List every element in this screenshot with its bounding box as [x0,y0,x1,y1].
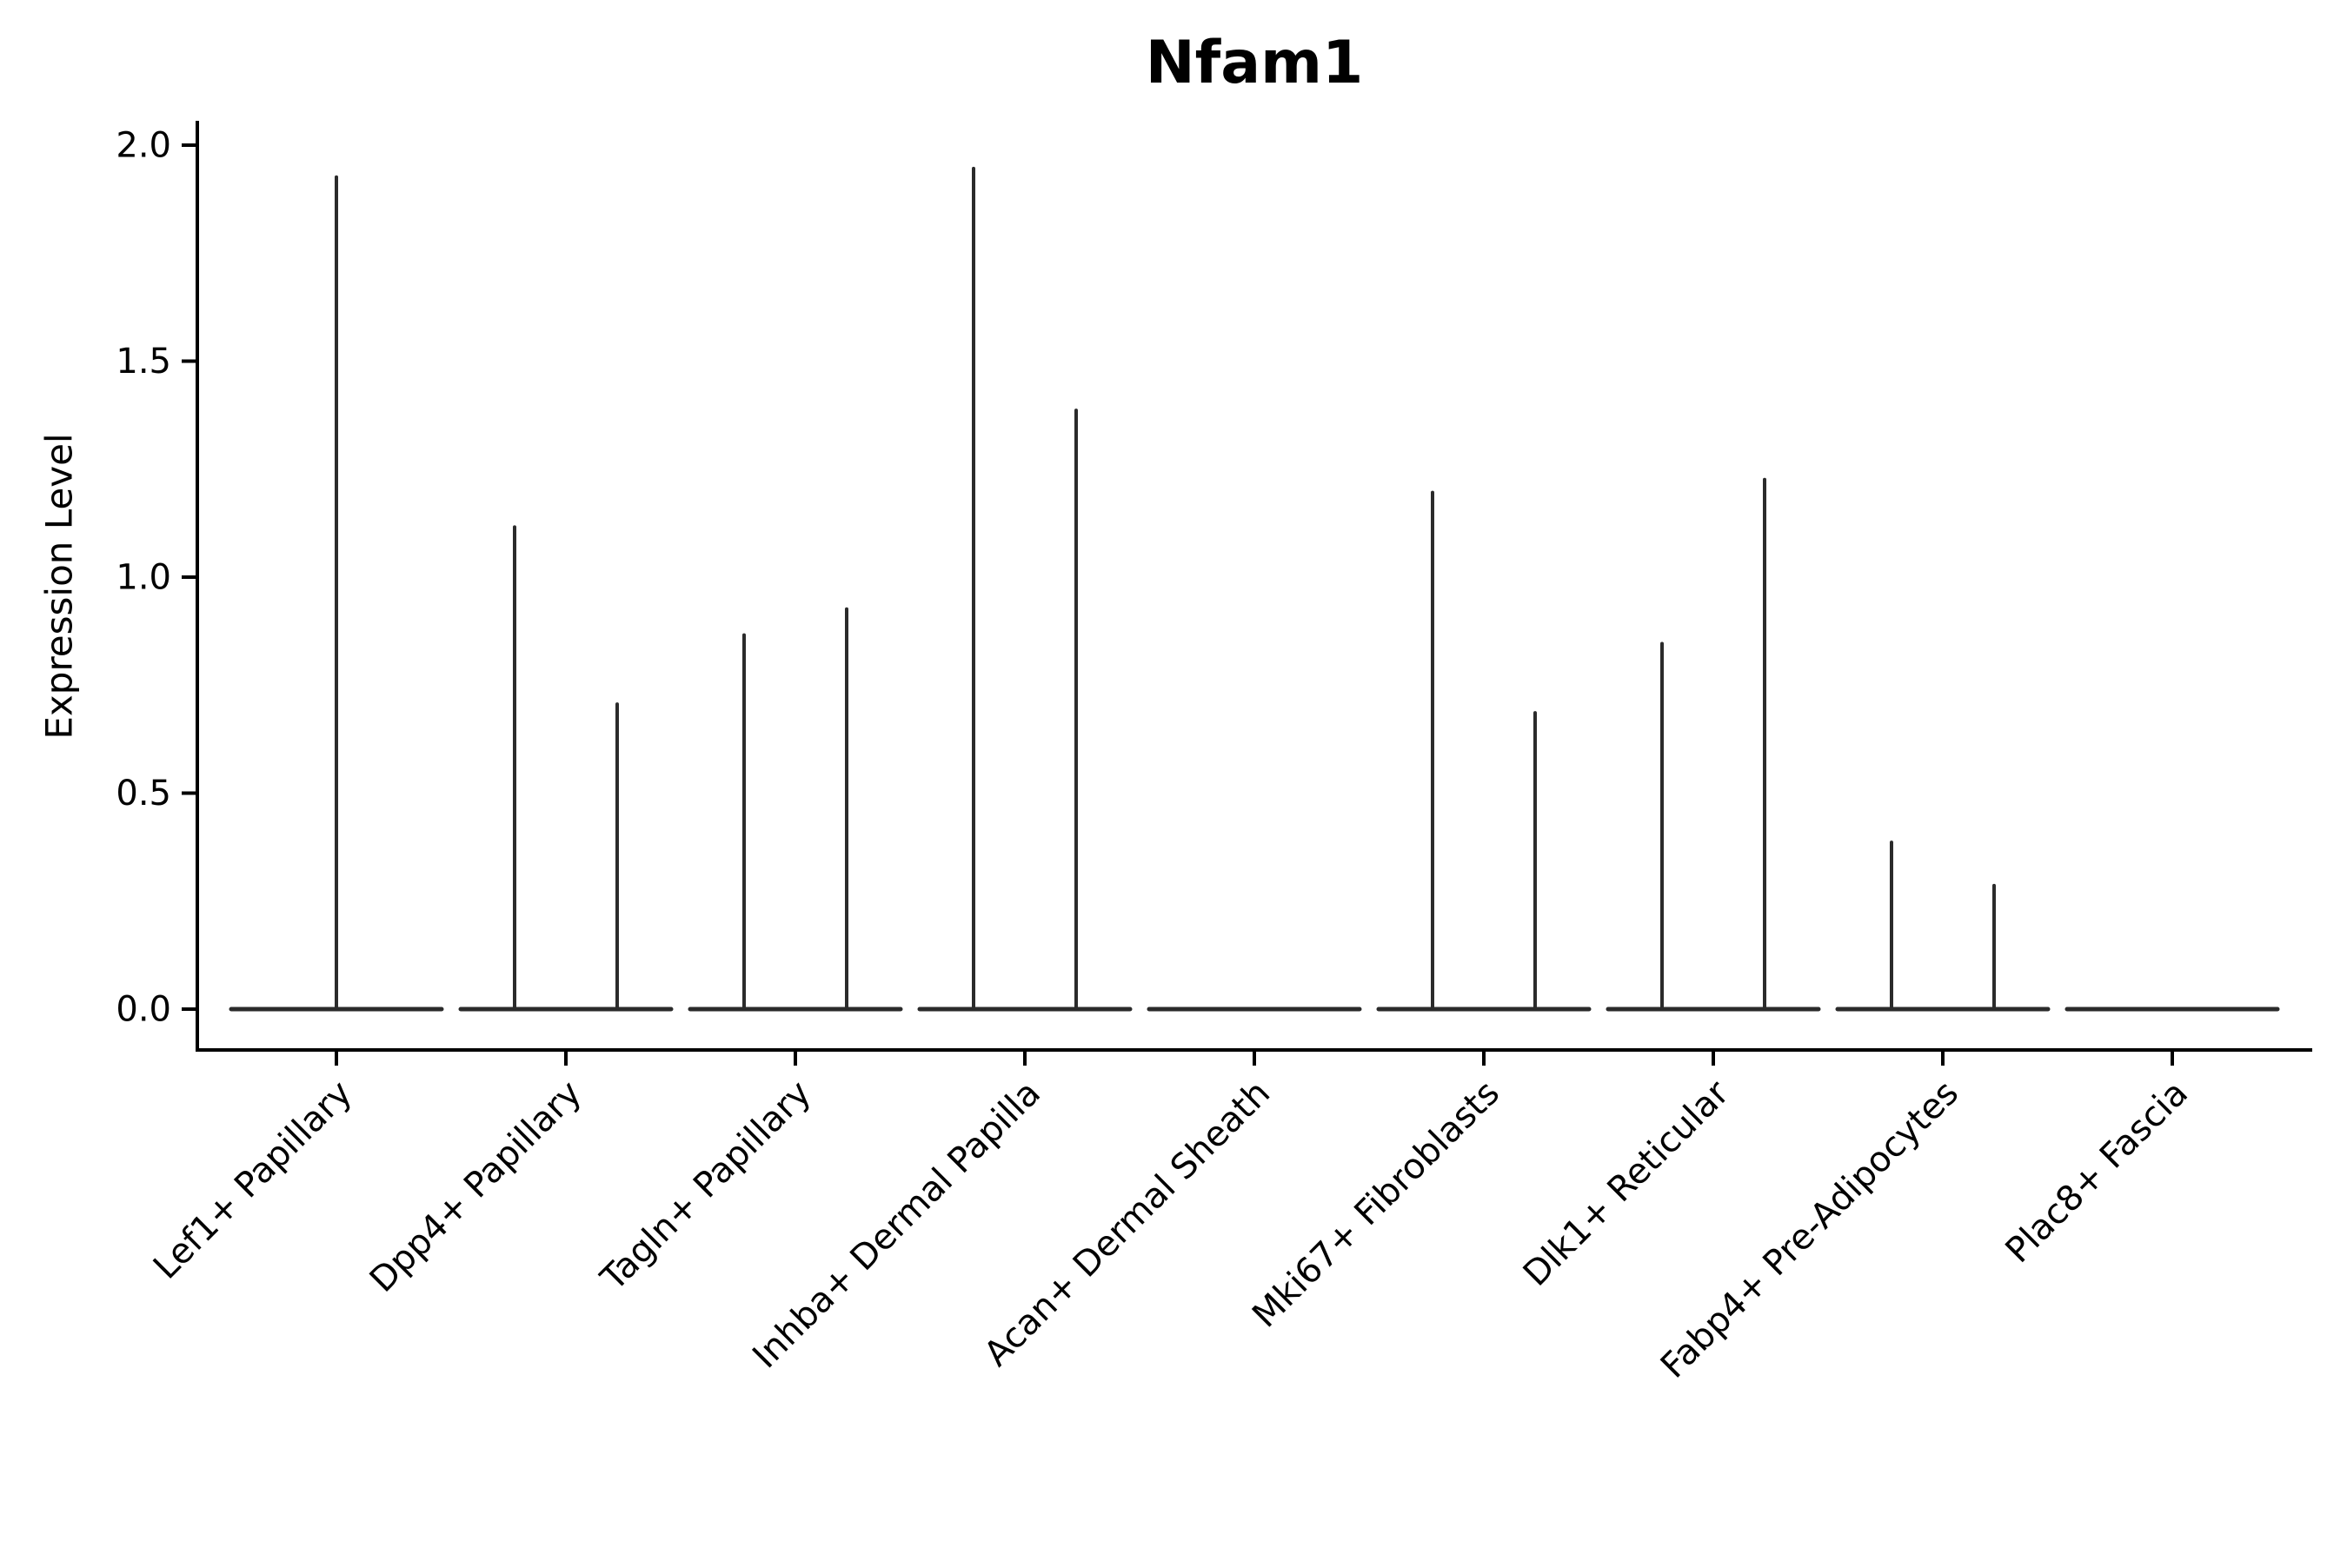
x-tick-label: Lef1+ Papillary [146,1073,360,1287]
y-axis-label-container: Expression Level [33,0,85,1172]
chart-title: Nfam1 [1145,29,1364,97]
y-tick-label: 1.5 [116,342,171,382]
y-tick-label: 0.0 [116,990,171,1030]
x-tick-label: Tagln+ Papillary [593,1073,819,1299]
x-tick-label: Mki67+ Fibroblasts [1245,1073,1507,1336]
y-tick-label: 0.5 [116,774,171,814]
x-tick-label: Dpp4+ Papillary [362,1073,589,1300]
x-tick-label: Dlk1+ Reticular [1516,1073,1738,1294]
y-tick-label: 1.0 [116,558,171,598]
y-tick-label: 2.0 [116,126,171,166]
x-tick-label: Plac8+ Fascia [1998,1073,2197,1272]
y-axis-label: Expression Level [37,432,81,740]
